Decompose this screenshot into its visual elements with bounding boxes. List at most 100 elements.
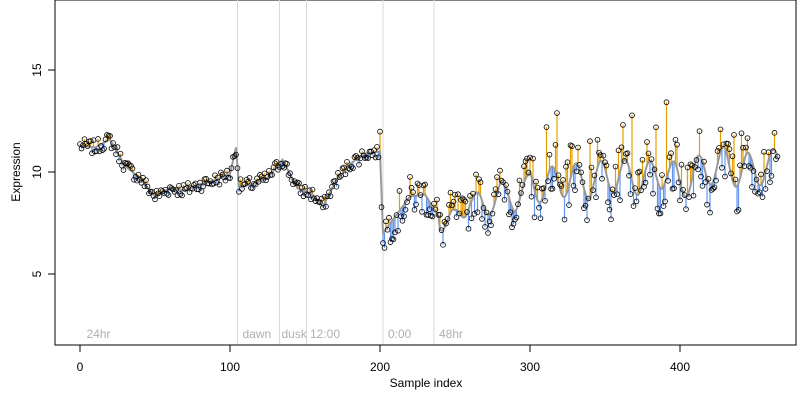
data-point	[681, 192, 688, 198]
data-point	[572, 187, 578, 193]
data-point	[647, 171, 653, 178]
data-point	[453, 214, 460, 220]
data-point	[344, 159, 350, 165]
data-point	[645, 150, 652, 157]
data-point	[473, 171, 479, 178]
data-point	[354, 154, 361, 161]
data-point	[299, 184, 305, 191]
data-point	[542, 197, 548, 204]
data-point	[533, 178, 539, 185]
data-point	[558, 183, 565, 189]
data-point	[527, 154, 533, 161]
data-point	[746, 163, 752, 169]
data-point	[620, 122, 626, 128]
data-point	[263, 177, 269, 184]
data-point	[504, 188, 511, 195]
data-point	[555, 172, 562, 179]
data-point	[279, 163, 286, 170]
data-point	[215, 174, 221, 181]
data-point	[758, 171, 764, 178]
data-point	[321, 193, 328, 200]
data-point	[759, 194, 766, 200]
data-point	[237, 176, 244, 182]
data-point	[698, 173, 704, 180]
data-point	[200, 183, 206, 190]
data-point	[287, 170, 293, 177]
data-point	[195, 186, 202, 193]
data-point	[222, 177, 229, 184]
data-point	[500, 179, 506, 186]
data-point	[674, 141, 680, 148]
data-point	[564, 159, 571, 166]
data-point	[519, 182, 526, 188]
data-point	[695, 166, 701, 173]
data-point	[348, 164, 355, 170]
data-point	[732, 176, 739, 183]
data-point	[725, 141, 731, 147]
data-point	[552, 142, 559, 148]
data-point	[492, 186, 499, 192]
data-point	[618, 144, 625, 151]
data-point	[236, 188, 242, 195]
data-point	[719, 164, 725, 171]
data-point	[482, 224, 488, 230]
data-point	[755, 190, 761, 197]
data-point	[317, 199, 323, 206]
data-point	[515, 201, 521, 208]
data-point	[197, 179, 203, 186]
phase-annotation-label: 24hr	[87, 327, 111, 341]
data-point	[234, 165, 241, 171]
data-point	[605, 199, 611, 205]
data-point	[662, 198, 668, 205]
data-point	[747, 164, 754, 171]
data-point	[632, 185, 638, 191]
data-point	[455, 191, 461, 198]
data-point	[120, 167, 127, 173]
data-point	[440, 242, 446, 248]
data-point	[161, 190, 167, 196]
data-point	[603, 162, 610, 169]
data-point	[521, 163, 527, 170]
data-point	[152, 196, 158, 203]
data-point	[372, 154, 379, 161]
x-tick-label: 400	[670, 360, 690, 374]
y-tick-label: 5	[30, 270, 44, 277]
data-point	[333, 183, 340, 190]
data-point	[351, 154, 358, 160]
data-point	[402, 206, 409, 213]
y-tick-label: 15	[30, 63, 44, 77]
data-point	[117, 150, 124, 157]
phase-annotation-label: 12:00	[310, 327, 340, 341]
data-point	[305, 192, 311, 199]
data-point	[159, 188, 166, 194]
data-point	[768, 173, 775, 179]
data-point	[431, 200, 437, 207]
data-point	[365, 155, 371, 161]
data-point	[584, 217, 590, 223]
data-point	[309, 186, 316, 193]
data-point	[432, 206, 439, 213]
data-point	[503, 182, 509, 188]
data-point	[89, 150, 95, 157]
plot-area: 24hr dawn dusk 12:00 0:00 48hr	[54, 0, 797, 346]
data-point	[749, 184, 755, 190]
data-point	[557, 181, 563, 188]
data-point	[422, 181, 428, 188]
data-point	[693, 157, 700, 163]
data-point	[134, 177, 140, 184]
data-point	[99, 147, 106, 153]
data-point	[371, 147, 377, 153]
y-axis: 5 10 15	[30, 63, 56, 277]
data-point	[417, 192, 424, 198]
data-point	[545, 178, 551, 184]
x-tick-label: 0	[77, 360, 84, 374]
data-point	[575, 144, 581, 151]
data-point	[771, 130, 778, 136]
data-point	[734, 208, 740, 215]
data-point	[464, 209, 470, 215]
data-point	[116, 158, 122, 165]
data-point	[524, 155, 530, 162]
data-point	[485, 230, 491, 236]
data-point	[191, 182, 197, 188]
data-point	[636, 168, 643, 175]
